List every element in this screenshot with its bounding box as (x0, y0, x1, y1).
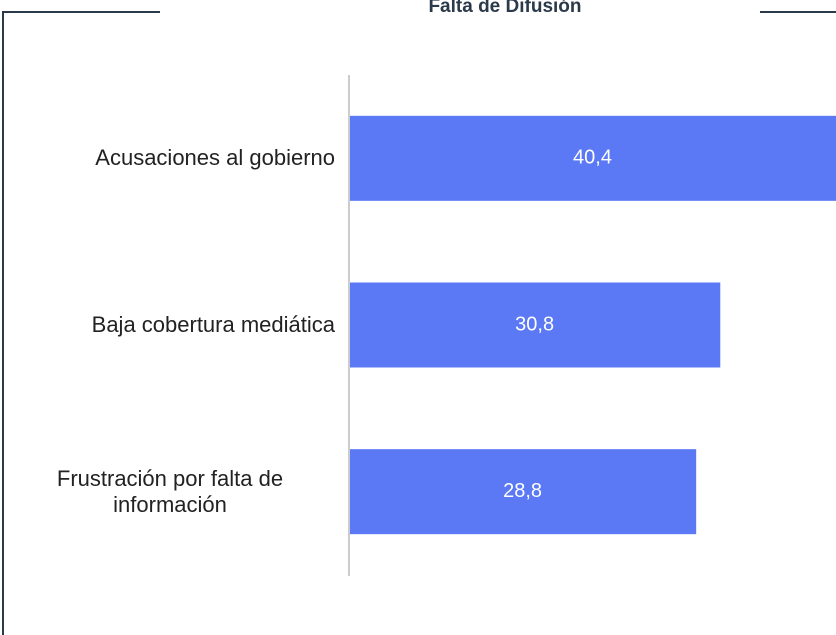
value-label: 30,8 (515, 313, 554, 335)
category-label: Baja cobertura mediática (91, 312, 335, 337)
value-label: 40,4 (573, 147, 612, 169)
chart-title: Falta de Difusión (428, 0, 582, 17)
category-label: Frustración por falta de información (56, 465, 284, 517)
category-label-box: Acusaciones al gobierno (5, 118, 335, 198)
bar (350, 115, 836, 201)
category-label-box: Baja cobertura mediática (5, 285, 335, 365)
category-label: Acusaciones al gobierno (95, 145, 335, 171)
value-label: 28,8 (503, 480, 542, 502)
bar (350, 282, 721, 368)
bar (350, 449, 697, 535)
category-label-box: Frustración por falta de información (5, 452, 335, 532)
